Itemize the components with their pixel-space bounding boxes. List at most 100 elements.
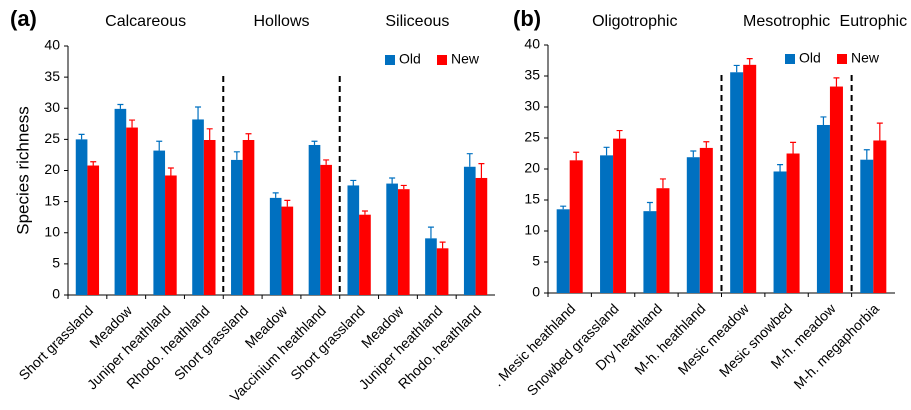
error-bar bbox=[863, 149, 870, 160]
bar bbox=[75, 139, 88, 295]
y-tick-label: 0 bbox=[532, 284, 540, 300]
y-tick-label: 10 bbox=[44, 223, 60, 239]
error-bar bbox=[389, 177, 396, 184]
error-bar bbox=[272, 192, 279, 198]
y-tick-label: 30 bbox=[44, 99, 60, 115]
bar bbox=[386, 183, 398, 295]
bar bbox=[816, 124, 830, 293]
y-tick-label: 25 bbox=[524, 129, 540, 145]
y-tick-label: 10 bbox=[524, 222, 540, 238]
group-label: Calcareous bbox=[105, 13, 186, 30]
error-bar bbox=[195, 106, 202, 120]
error-bar bbox=[876, 122, 883, 141]
bar bbox=[643, 211, 657, 293]
error-bar bbox=[156, 140, 163, 151]
y-tick-label: 20 bbox=[524, 160, 540, 176]
error-bar bbox=[690, 150, 697, 158]
bar bbox=[743, 64, 757, 293]
bar bbox=[87, 165, 100, 295]
panel-label: (b) bbox=[513, 6, 541, 31]
error-bar bbox=[427, 226, 434, 239]
y-axis-label: Species richness bbox=[13, 106, 32, 235]
y-tick-label: 5 bbox=[52, 255, 60, 271]
y-tick-label: 35 bbox=[44, 68, 60, 84]
bar bbox=[320, 164, 332, 295]
error-bar bbox=[90, 161, 97, 166]
error-bar bbox=[746, 58, 753, 65]
bar bbox=[860, 159, 874, 293]
bar bbox=[475, 177, 488, 295]
bar bbox=[569, 160, 583, 293]
y-tick-label: 30 bbox=[524, 98, 540, 114]
error-bar bbox=[616, 129, 623, 139]
group-label: Eutrophic bbox=[840, 13, 908, 30]
group-label: Mesotrophic bbox=[743, 13, 830, 30]
bar bbox=[773, 171, 787, 293]
bar bbox=[242, 139, 255, 295]
bar bbox=[153, 150, 166, 295]
bar bbox=[126, 127, 138, 295]
bar bbox=[165, 175, 177, 295]
bar bbox=[281, 206, 294, 295]
legend-swatch bbox=[437, 55, 447, 65]
error-bar bbox=[659, 178, 666, 189]
y-tick-label: 40 bbox=[44, 37, 60, 53]
error-bar bbox=[284, 199, 291, 207]
bar bbox=[613, 138, 627, 293]
bar bbox=[463, 166, 476, 295]
bar bbox=[192, 119, 204, 295]
group-label: Hollows bbox=[253, 13, 309, 30]
y-tick-label: 0 bbox=[52, 286, 60, 302]
bar bbox=[425, 238, 437, 295]
error-bar bbox=[560, 205, 567, 210]
bar bbox=[114, 108, 127, 295]
bar bbox=[600, 155, 614, 293]
bar bbox=[656, 188, 670, 293]
legend-label: New bbox=[851, 50, 880, 66]
bar bbox=[269, 197, 282, 295]
error-bar bbox=[733, 64, 740, 73]
error-bar bbox=[478, 163, 485, 178]
error-bar bbox=[466, 153, 473, 167]
x-tick-label: Short grassland bbox=[15, 302, 96, 383]
bar bbox=[686, 157, 700, 293]
error-bar bbox=[323, 159, 330, 165]
legend-swatch bbox=[385, 55, 395, 65]
error-bar bbox=[245, 133, 252, 140]
legend-swatch bbox=[837, 54, 847, 64]
error-bar bbox=[311, 140, 318, 145]
panel-label: (a) bbox=[10, 6, 37, 31]
error-bar bbox=[129, 119, 136, 128]
error-bar bbox=[167, 167, 174, 176]
bar bbox=[397, 189, 410, 295]
y-tick-label: 5 bbox=[532, 253, 540, 269]
error-bar bbox=[646, 201, 653, 212]
error-bar bbox=[206, 128, 213, 140]
bar bbox=[699, 147, 713, 293]
error-bar bbox=[350, 179, 357, 186]
error-bar bbox=[439, 241, 446, 249]
error-bar bbox=[820, 116, 827, 125]
bar bbox=[347, 185, 360, 295]
error-bar bbox=[573, 151, 580, 161]
bar bbox=[786, 153, 800, 293]
bar bbox=[231, 159, 243, 295]
error-bar bbox=[117, 103, 124, 109]
y-tick-label: 15 bbox=[44, 192, 60, 208]
y-tick-label: 20 bbox=[44, 161, 60, 177]
y-tick-label: 35 bbox=[524, 67, 540, 83]
group-label: Oligotrophic bbox=[592, 13, 677, 30]
bar bbox=[203, 139, 216, 295]
y-tick-label: 25 bbox=[44, 130, 60, 146]
error-bar bbox=[703, 141, 710, 148]
error-bar bbox=[833, 77, 840, 87]
y-tick-label: 40 bbox=[524, 36, 540, 52]
error-bar bbox=[233, 151, 240, 160]
error-bar bbox=[400, 184, 407, 190]
bar bbox=[730, 72, 744, 293]
bar bbox=[873, 140, 887, 293]
y-tick-label: 15 bbox=[524, 191, 540, 207]
error-bar bbox=[790, 141, 797, 154]
error-bar bbox=[777, 164, 784, 172]
